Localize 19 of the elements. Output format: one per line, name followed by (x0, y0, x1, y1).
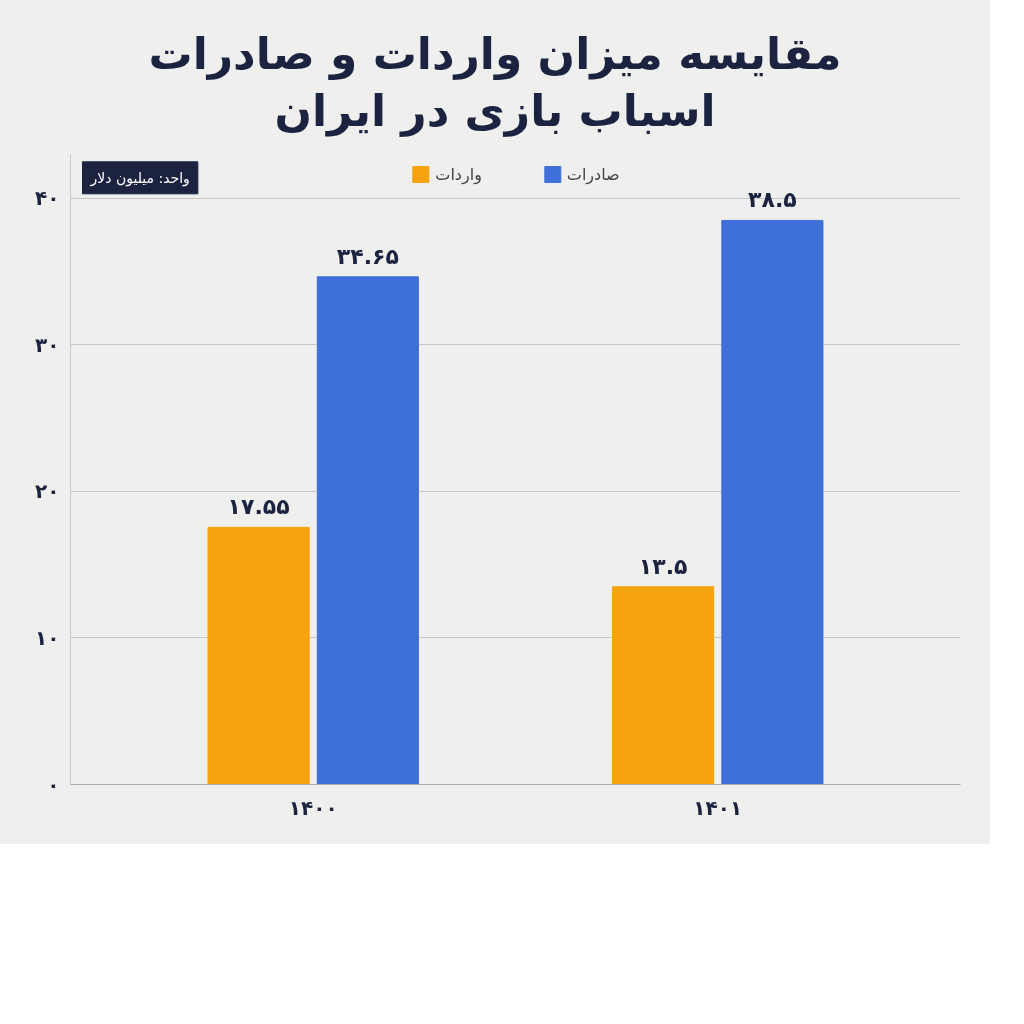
bar (721, 220, 824, 785)
bar (612, 586, 715, 785)
y-tick-label: ۱۰ (35, 626, 60, 651)
data-label: ۱۳.۵ (638, 554, 688, 580)
data-label: ۱۷.۵۵ (227, 494, 290, 520)
bar (207, 527, 310, 785)
data-label: ۳۴.۶۵ (336, 244, 399, 270)
legend-label: صادرات (566, 164, 620, 184)
y-tick-label: ۴۰ (35, 186, 60, 211)
data-label: ۳۸.۵ (748, 187, 797, 213)
annotation: واحد: میلیون دلار (89, 170, 190, 188)
y-tick-label: ۰ (47, 772, 60, 797)
x-tick-label: ۱۴۰۱ (693, 795, 743, 820)
y-tick-label: ۲۰ (35, 479, 60, 504)
y-tick-label: ۳۰ (35, 333, 60, 358)
legend-label: واردات (435, 164, 482, 184)
chart-title: مقایسه میزان واردات و صادرات اسباب بازی در ایران (148, 27, 842, 139)
bar (316, 276, 419, 785)
x-tick-label: ۱۴۰۰ (288, 795, 338, 820)
